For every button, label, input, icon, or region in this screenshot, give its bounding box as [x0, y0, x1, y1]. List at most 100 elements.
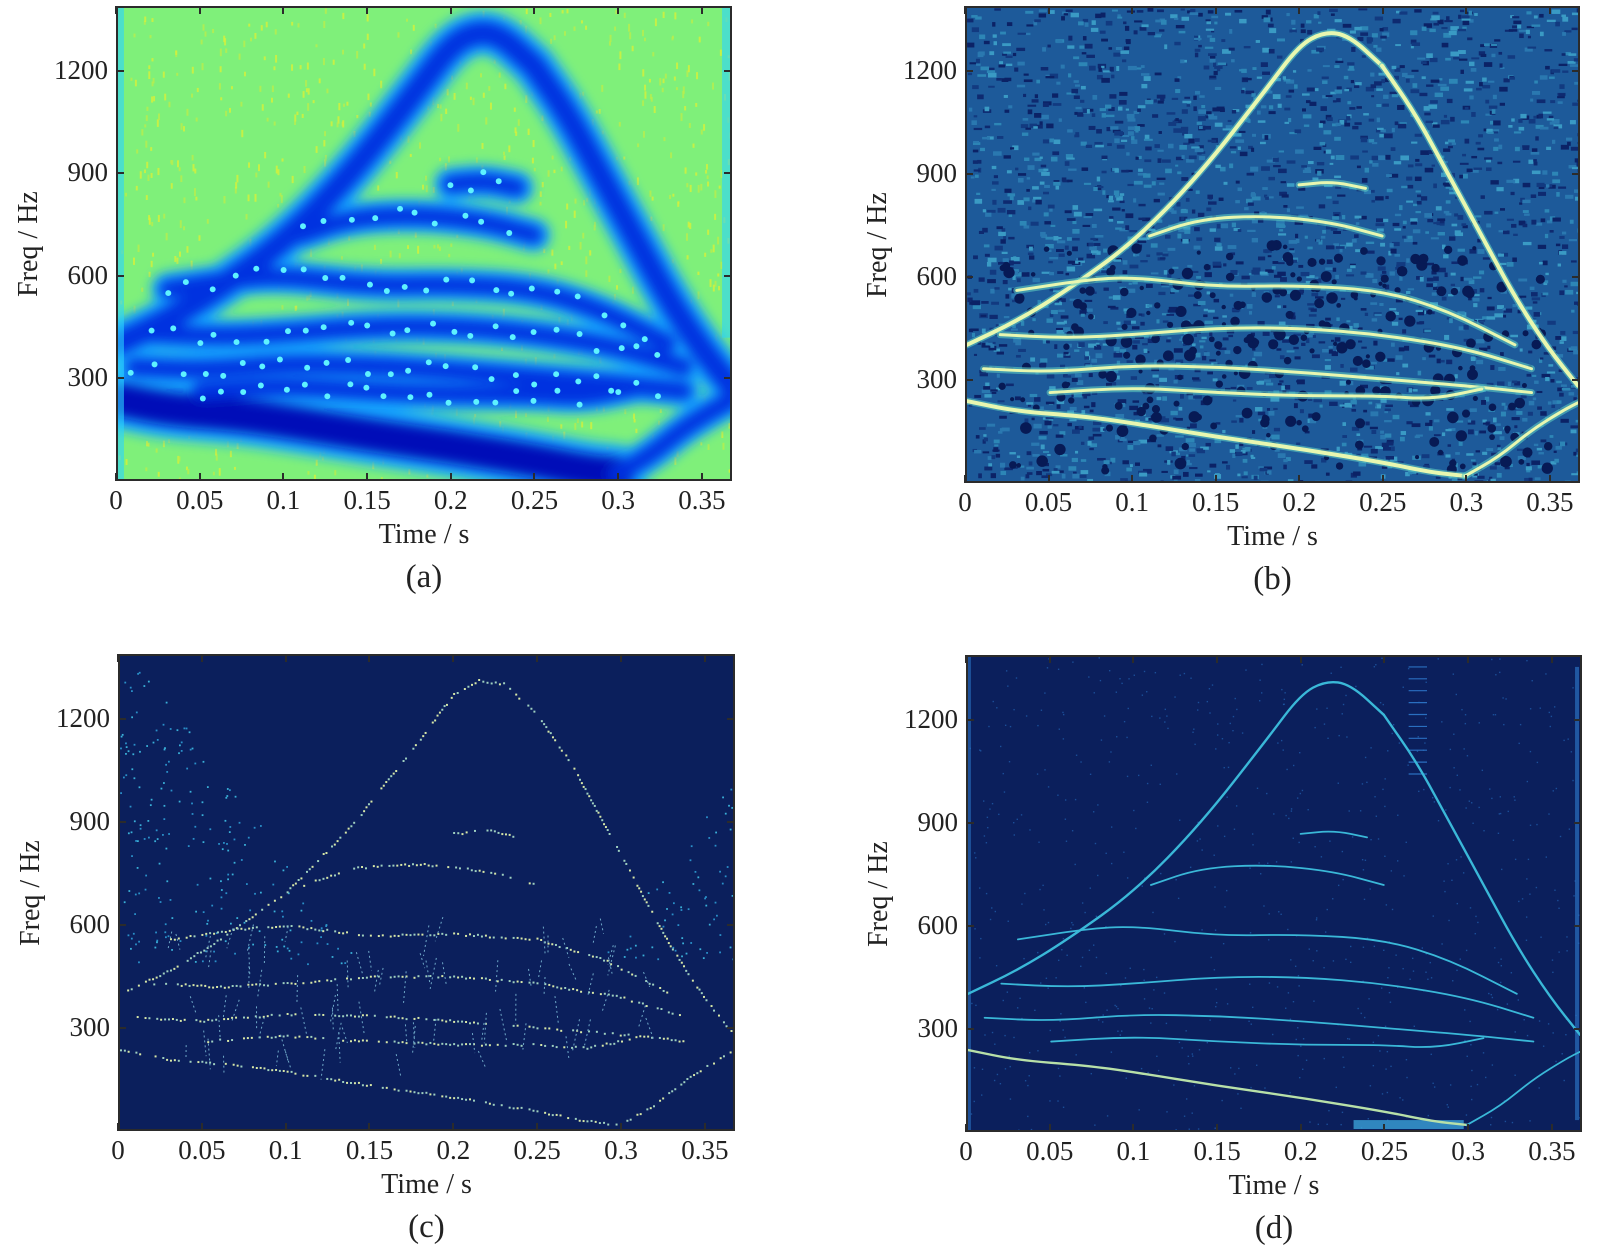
y-tickmark: [1572, 70, 1580, 73]
x-tickmark: [1550, 655, 1553, 663]
x-tickmark: [1299, 655, 1302, 663]
x-tickmark: [1047, 6, 1050, 14]
plot-area-a: [116, 6, 732, 481]
x-tick-label: 0.15: [1193, 1136, 1241, 1166]
x-tickmark: [1467, 1124, 1470, 1132]
y-tick-label: 1200: [56, 703, 110, 734]
x-tickmark: [1467, 655, 1470, 663]
y-tick-label: 1200: [54, 54, 108, 85]
y-tick-label: 300: [917, 1013, 959, 1044]
x-tick-label: 0.1: [1116, 1136, 1151, 1166]
x-tick-label: 0.1: [1115, 487, 1149, 517]
x-tickmark: [1381, 6, 1384, 14]
x-tickmark: [198, 473, 201, 481]
spectrogram-a: [118, 8, 730, 479]
y-tick-label: 1200: [903, 55, 957, 86]
x-tick-label: 0.3: [604, 1135, 638, 1165]
x-tickmark: [619, 654, 622, 662]
x-tickmark: [198, 6, 201, 14]
y-tickmark: [1574, 1028, 1582, 1031]
x-tick-label: 0.25: [513, 1135, 561, 1165]
y-tickmark: [727, 718, 735, 721]
x-tickmark: [1214, 475, 1217, 483]
x-tickmark: [1298, 6, 1301, 14]
x-tickmark: [200, 1123, 203, 1131]
y-tick-label: 600: [917, 910, 959, 941]
x-tickmark: [964, 475, 966, 483]
x-tickmark: [117, 1123, 119, 1131]
y-tickmark: [118, 718, 126, 721]
y-tick-label: 600: [67, 259, 109, 290]
x-tickmark: [1131, 475, 1134, 483]
y-tickmark: [965, 379, 973, 382]
y-tick-label: 1200: [904, 704, 958, 735]
x-tickmark: [536, 654, 539, 662]
x-tickmark: [284, 654, 287, 662]
x-tickmark: [617, 6, 620, 14]
x-tick-label: 0.05: [176, 485, 224, 515]
x-tickmark: [1048, 1124, 1051, 1132]
x-tick-label: 0.2: [1282, 487, 1317, 517]
spectrogram-d: [968, 657, 1580, 1130]
x-tickmark: [1550, 1124, 1553, 1132]
x-tickmark: [533, 473, 536, 481]
x-tick-label: 0.3: [1451, 1136, 1486, 1166]
x-tickmark: [1299, 1124, 1302, 1132]
y-tickmark: [1572, 379, 1580, 382]
panel-caption: (d): [1254, 1210, 1294, 1246]
x-tick-label: 0.35: [1528, 1136, 1576, 1166]
x-tickmark: [703, 1123, 706, 1131]
y-tickmark: [965, 276, 973, 279]
y-tickmark: [966, 1028, 974, 1031]
x-tickmark: [200, 654, 203, 662]
y-tickmark: [727, 924, 735, 927]
y-tick-label: 900: [69, 806, 111, 837]
spectrogram-b: [967, 8, 1578, 481]
y-axis-label: Freq / Hz: [862, 191, 893, 298]
y-tick-label: 900: [916, 158, 958, 189]
y-tickmark: [727, 821, 735, 824]
y-tickmark: [965, 70, 973, 73]
x-axis-label: Time / s: [1228, 1170, 1320, 1201]
x-tick-label: 0.15: [343, 485, 391, 515]
x-tickmark: [368, 654, 371, 662]
x-tick-label: 0.2: [433, 485, 468, 515]
y-tickmark: [1574, 822, 1582, 825]
x-axis-label: Time / s: [378, 519, 470, 550]
y-tickmark: [118, 821, 126, 824]
x-tick-label: 0: [958, 487, 972, 517]
y-tick-label: 900: [917, 807, 959, 838]
x-tick-label: 0.15: [1192, 487, 1240, 517]
y-axis-label: Freq / Hz: [13, 190, 44, 297]
y-tickmark: [966, 719, 974, 722]
x-tickmark: [1381, 475, 1384, 483]
spectrogram-c: [120, 656, 733, 1129]
x-tick-label: 0.25: [510, 485, 559, 515]
y-tickmark: [724, 377, 732, 380]
plot-area-d: [966, 655, 1582, 1132]
y-tickmark: [116, 274, 124, 277]
x-tickmark: [368, 1123, 371, 1131]
x-tickmark: [1048, 655, 1051, 663]
x-tickmark: [1216, 1124, 1219, 1132]
x-tickmark: [366, 473, 369, 481]
y-axis-label: Freq / Hz: [15, 839, 46, 946]
x-tickmark: [964, 6, 966, 14]
x-tickmark: [1548, 6, 1551, 14]
x-tickmark: [1465, 6, 1468, 14]
x-tickmark: [284, 1123, 287, 1131]
x-tickmark: [1465, 475, 1468, 483]
x-tickmark: [1216, 655, 1219, 663]
x-tickmark: [1214, 6, 1217, 14]
y-tickmark: [1574, 719, 1582, 722]
y-tickmark: [116, 172, 124, 175]
y-tick-label: 900: [67, 157, 109, 188]
panel-caption: (c): [408, 1209, 445, 1245]
y-tick-label: 600: [69, 909, 111, 940]
y-tick-label: 600: [916, 261, 958, 292]
x-tickmark: [536, 1123, 539, 1131]
x-tick-label: 0.35: [678, 485, 726, 515]
x-tickmark: [452, 1123, 455, 1131]
panel-caption: (a): [405, 559, 443, 595]
x-tick-label: 0.05: [1024, 487, 1073, 517]
